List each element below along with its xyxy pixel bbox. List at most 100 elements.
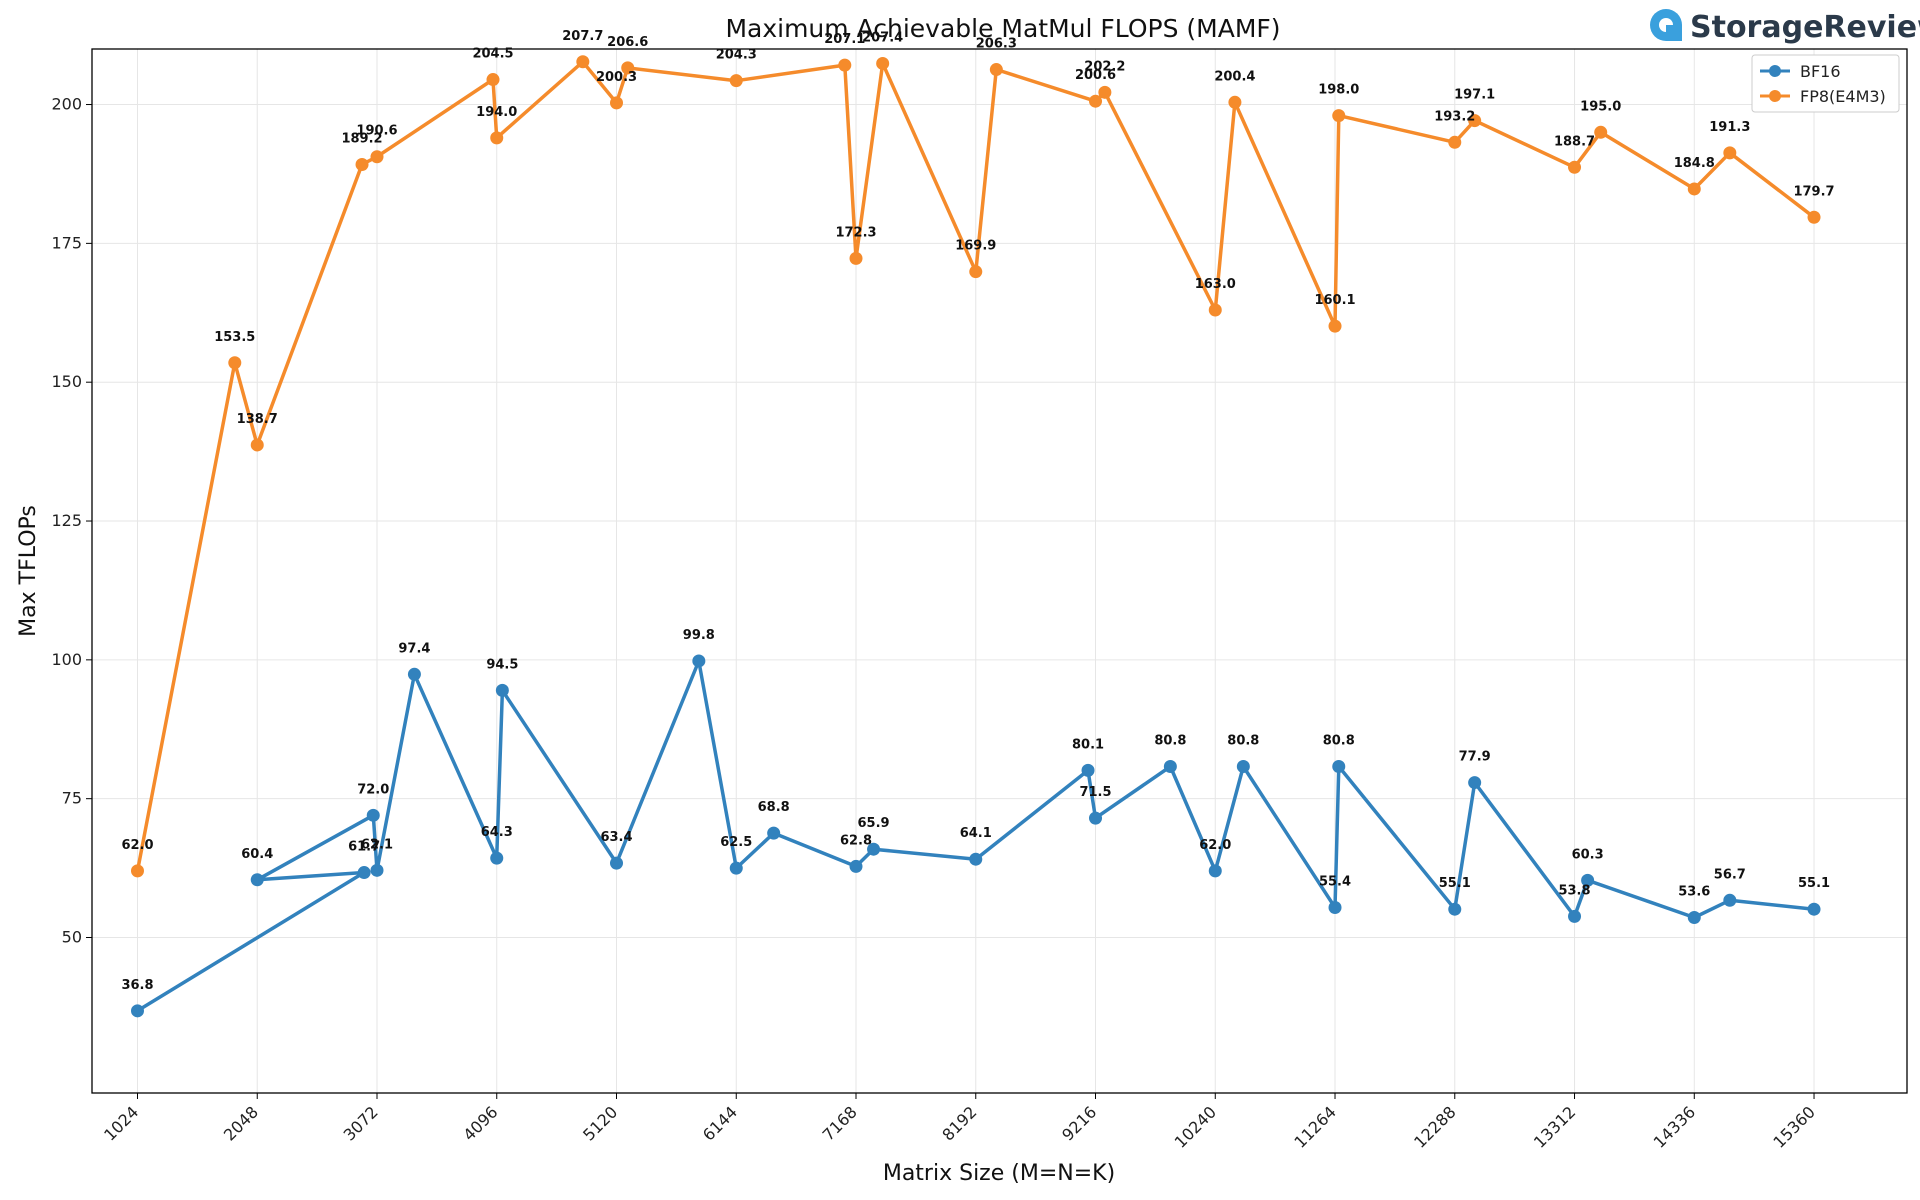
data-point-bf16: [1468, 776, 1482, 790]
brand-logo: StorageReview: [1650, 9, 1920, 45]
y-axis-ticks: 50 75 100 125 150 175 200: [51, 95, 92, 947]
data-point-fp8: [1228, 95, 1242, 109]
data-point-fp8: [729, 74, 743, 88]
data-point-bf16: [1163, 759, 1177, 773]
data-label-fp8: 169.9: [955, 239, 996, 254]
data-label-bf16: 68.8: [758, 800, 790, 815]
data-point-fp8: [1687, 182, 1701, 196]
data-label-bf16: 62.8: [840, 833, 872, 848]
plot-frame: [91, 48, 1908, 1094]
data-point-bf16: [1236, 759, 1250, 773]
data-label-bf16: 72.0: [357, 782, 389, 797]
data-label-fp8: 184.8: [1674, 156, 1715, 171]
y-tick-label: 175: [51, 233, 82, 252]
chart-title: Maximum Achievable MatMul FLOPS (MAMF): [725, 14, 1280, 43]
y-tick-label: 75: [62, 789, 82, 808]
data-point-bf16: [370, 863, 384, 877]
data-label-fp8: 206.6: [607, 35, 648, 50]
data-point-fp8: [1568, 160, 1582, 174]
data-point-bf16: [767, 826, 781, 840]
data-label-fp8: 188.7: [1554, 134, 1595, 149]
data-label-bf16: 63.4: [600, 830, 632, 845]
data-label-bf16: 77.9: [1459, 750, 1491, 765]
data-point-fp8: [1098, 85, 1112, 99]
legend-label-fp8: FP8(E4M3): [1800, 87, 1886, 106]
data-label-bf16: 65.9: [858, 816, 890, 831]
data-label-bf16: 94.5: [486, 657, 518, 672]
y-tick-label: 200: [51, 95, 82, 114]
data-point-fp8: [1468, 114, 1482, 128]
data-label-fp8: 204.5: [472, 47, 513, 62]
data-point-fp8: [610, 96, 624, 110]
data-label-fp8: 200.6: [1075, 68, 1116, 83]
y-tick-label: 100: [51, 650, 82, 669]
data-label-fp8: 206.3: [976, 37, 1017, 52]
data-point-bf16: [1581, 873, 1595, 887]
data-label-fp8: 202.2: [1084, 59, 1125, 74]
data-label-fp8: 200.4: [1214, 69, 1255, 84]
data-point-bf16: [1807, 902, 1821, 916]
data-label-bf16: 55.1: [1798, 876, 1830, 891]
data-point-fp8: [370, 150, 384, 164]
data-label-bf16: 61.7: [348, 840, 380, 855]
legend-item-bf16: BF16: [1760, 62, 1841, 81]
data-point-bf16: [1332, 759, 1346, 773]
data-label-bf16: 97.4: [398, 641, 430, 656]
legend: BF16 FP8(E4M3): [1751, 54, 1900, 113]
data-point-fp8: [1208, 303, 1222, 317]
legend-box: [1751, 54, 1900, 113]
data-label-bf16: 80.8: [1227, 733, 1259, 748]
storagereview-logo-icon: [1650, 9, 1682, 41]
data-point-fp8: [576, 55, 590, 69]
data-point-bf16: [1723, 893, 1737, 907]
data-label-bf16: 53.6: [1678, 885, 1710, 900]
data-point-bf16: [1687, 911, 1701, 925]
data-point-bf16: [1208, 864, 1222, 878]
data-label-bf16: 56.7: [1714, 867, 1746, 882]
data-label-bf16: 62.1: [361, 837, 393, 852]
data-label-fp8: 179.7: [1793, 184, 1834, 199]
data-label-bf16: 99.8: [683, 628, 715, 643]
grid-lines: [92, 49, 1907, 1093]
data-point-bf16: [610, 856, 624, 870]
data-point-bf16: [366, 808, 380, 822]
data-point-bf16: [407, 667, 421, 681]
data-point-fp8: [621, 61, 635, 75]
data-label-bf16: 80.8: [1154, 733, 1186, 748]
data-label-bf16: 60.4: [241, 847, 273, 862]
data-point-fp8: [969, 265, 983, 279]
data-point-fp8: [1448, 135, 1462, 149]
data-label-fp8: 195.0: [1580, 99, 1621, 114]
y-axis-label: Max TFLOPs: [16, 505, 41, 637]
data-label-fp8: 204.3: [716, 48, 757, 63]
data-label-bf16: 53.8: [1558, 883, 1590, 898]
data-point-bf16: [849, 859, 863, 873]
data-point-fp8: [1807, 210, 1821, 224]
data-labels: 36.8 61.7 60.4 72.0 62.1 97.4 64.3 94.5 63.4 99.8…: [121, 29, 1834, 993]
data-point-bf16: [130, 1004, 144, 1018]
data-label-fp8: 198.0: [1318, 83, 1359, 98]
data-label-fp8: 172.3: [835, 225, 876, 240]
data-point-fp8: [849, 251, 863, 265]
data-point-fp8: [250, 438, 264, 452]
data-point-bf16: [1328, 901, 1342, 915]
data-label-fp8: 207.4: [862, 30, 903, 45]
data-label-fp8: 138.7: [237, 412, 278, 427]
data-label-fp8: 194.0: [476, 105, 517, 120]
series-layer: [130, 55, 1821, 1018]
data-label-bf16: 80.1: [1072, 737, 1104, 752]
data-point-bf16: [969, 852, 983, 866]
data-point-fp8: [838, 58, 852, 72]
data-label-bf16: 71.5: [1079, 785, 1111, 800]
x-axis-label: Matrix Size (M=N=K): [883, 1161, 1115, 1186]
data-point-fp8: [1594, 125, 1608, 139]
data-point-fp8: [1328, 319, 1342, 333]
data-label-bf16: 64.3: [481, 825, 513, 840]
y-tick-label: 150: [51, 372, 82, 391]
data-label-bf16: 60.3: [1572, 847, 1604, 862]
data-point-bf16: [490, 851, 504, 865]
data-point-bf16: [692, 654, 706, 668]
y-tick-label: 125: [51, 511, 82, 530]
data-point-bf16: [729, 861, 743, 875]
data-label-fp8: 160.1: [1314, 293, 1355, 308]
